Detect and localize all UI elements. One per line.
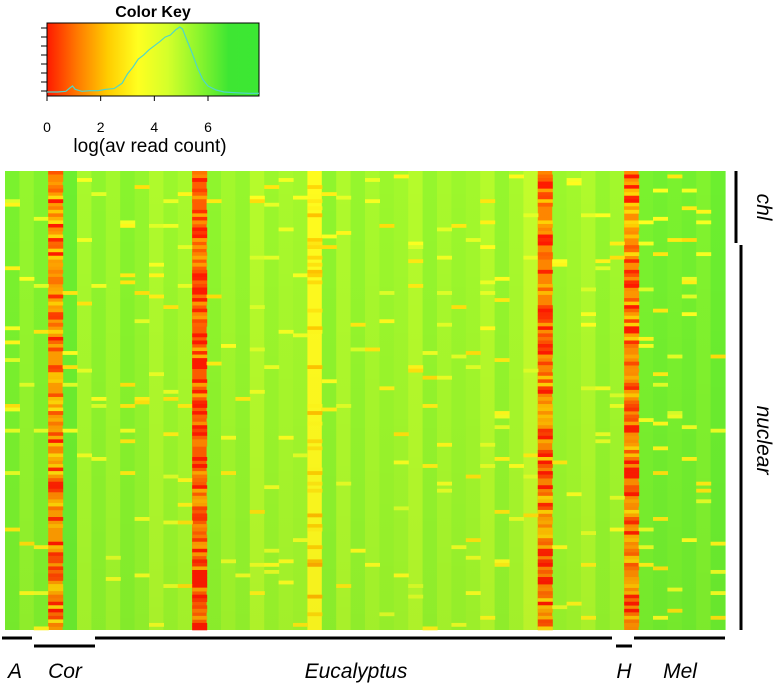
color-key-bar [46, 22, 260, 97]
color-key-title: Color Key [115, 4, 191, 21]
color-key-tick-label: 6 [204, 119, 212, 135]
color-key-tick-label: 4 [150, 119, 158, 135]
column-group-label-cor: Cor [48, 660, 83, 683]
color-key-y-ticks [41, 27, 47, 92]
row-group-label-chl: chl [752, 194, 775, 222]
color-key-x-label: log(av read count) [73, 136, 226, 157]
color-key-histogram [47, 26, 259, 94]
color-key: Color Key 0 2 4 6 log(av read count) [41, 4, 260, 157]
color-key-tick-label: 2 [97, 119, 105, 135]
column-groups: A Cor Eucalyptus H Mel [2, 636, 725, 683]
heatmap [5, 171, 726, 631]
column-group-label-a: A [6, 660, 22, 683]
row-group-label-nuclear: nuclear [752, 406, 775, 476]
row-groups: chl nuclear [734, 171, 775, 630]
color-key-tick-label: 0 [43, 119, 51, 135]
heatmap-shade [5, 171, 725, 630]
column-group-label-mel: Mel [663, 660, 698, 683]
column-group-label-h: H [616, 660, 632, 683]
column-group-label-eucalyptus: Eucalyptus [305, 660, 408, 683]
color-key-x-ticks: 0 2 4 6 [43, 96, 212, 135]
